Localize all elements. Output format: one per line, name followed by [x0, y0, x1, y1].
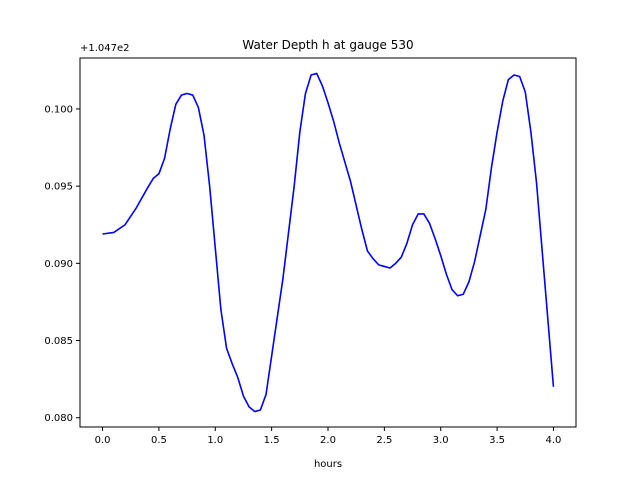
y-tick-label: 0.085 — [44, 336, 73, 347]
series-layer — [102, 72, 555, 413]
series-line-0 — [102, 72, 555, 413]
x-tick-label: 2.5 — [376, 435, 392, 446]
y-offset-label: +1.047e2 — [80, 43, 130, 54]
y-axis-ticks: 0.080 0.085 0.090 0.095 0.100 — [44, 104, 80, 424]
x-tick-label: 3.5 — [489, 435, 505, 446]
x-tick-label: 3.0 — [433, 435, 449, 446]
x-tick-label: 0.5 — [151, 435, 167, 446]
x-tick-label: 4.0 — [546, 435, 562, 446]
y-tick-label: 0.090 — [44, 259, 73, 270]
x-tick-label: 2.0 — [320, 435, 336, 446]
x-tick-label: 1.5 — [264, 435, 280, 446]
x-axis-label: hours — [314, 459, 342, 470]
x-tick-label: 1.0 — [207, 435, 223, 446]
y-tick-label: 0.100 — [44, 104, 73, 115]
x-axis-ticks: 0.0 0.5 1.0 1.5 2.0 2.5 3.0 3.5 4.0 — [95, 427, 562, 446]
plot-frame — [79, 57, 577, 428]
x-tick-label: 0.0 — [95, 435, 111, 446]
plot-area — [80, 58, 576, 427]
chart-title: Water Depth h at gauge 530 — [242, 38, 413, 52]
y-tick-label: 0.095 — [44, 182, 73, 193]
y-tick-label: 0.080 — [44, 413, 73, 424]
